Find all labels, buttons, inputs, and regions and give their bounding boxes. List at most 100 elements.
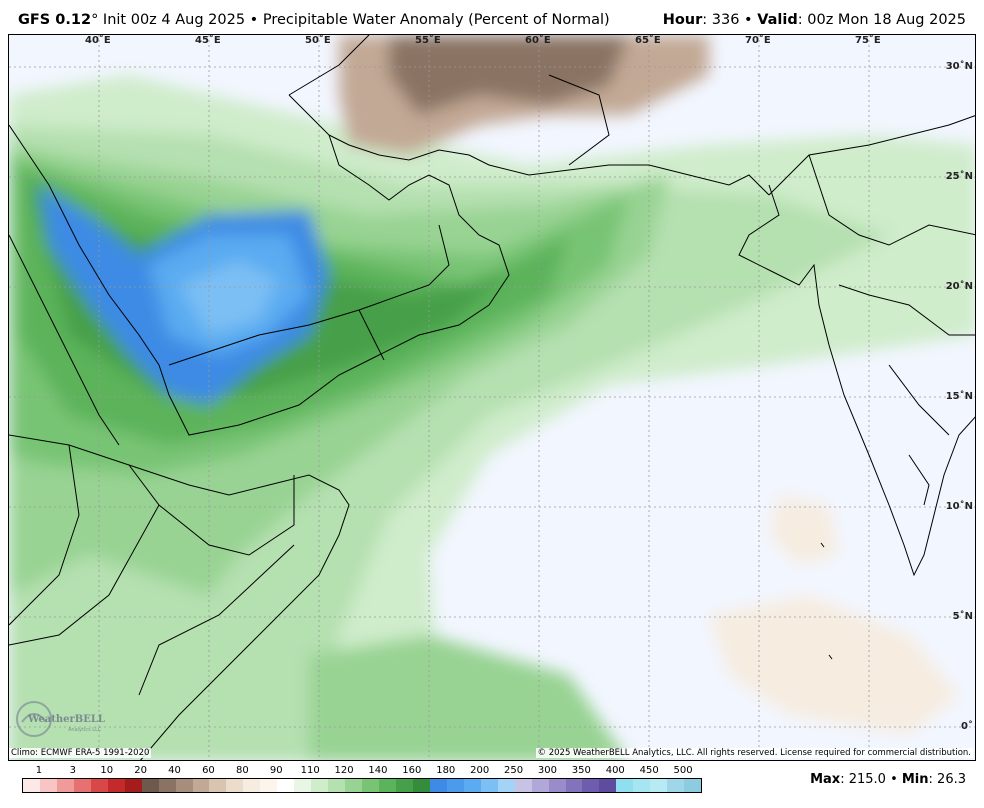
colorbar-swatch: [446, 779, 464, 792]
colorbar-label: 120: [334, 765, 354, 776]
colorbar-label: 10: [100, 765, 114, 776]
colorbar-swatch: [514, 779, 532, 792]
colorbar-swatch: [684, 779, 702, 792]
colorbar-swatch: [226, 779, 244, 792]
colorbar-swatch: [463, 779, 481, 792]
colorbar-swatch: [531, 779, 549, 792]
colorbar-swatch: [107, 779, 125, 792]
colorbar-label: 200: [470, 765, 490, 776]
colorbar-label: 140: [368, 765, 388, 776]
colorbar-label: 180: [436, 765, 456, 776]
colorbar-swatch: [158, 779, 176, 792]
hour-label: Hour: [662, 12, 703, 28]
lon-label-50e: 50˚E: [305, 35, 331, 46]
lon-label-40e: 40˚E: [85, 35, 111, 46]
colorbar-swatch: [480, 779, 498, 792]
colorbar-label: 90: [269, 765, 283, 776]
colorbar-swatch: [90, 779, 108, 792]
colorbar-swatch: [362, 779, 380, 792]
colorbar-label: 1: [35, 765, 43, 776]
map-panel[interactable]: 40˚E 45˚E 50˚E 55˚E 60˚E 65˚E 70˚E 75˚E …: [8, 34, 976, 761]
colorbar-swatch: [633, 779, 651, 792]
lon-label-75e: 75˚E: [855, 35, 881, 46]
climo-note: Climo: ECMWF ERA-5 1991-2020: [9, 748, 152, 758]
colorbar-swatches: [22, 778, 702, 793]
min-label: Min: [901, 772, 929, 787]
min-value: : 26.3: [928, 772, 966, 787]
colorbar-label: 160: [402, 765, 422, 776]
logo-subtext: Analytics LLC: [68, 727, 102, 733]
colorbar-swatch: [124, 779, 142, 792]
max-value: : 215.0 •: [840, 772, 902, 787]
logo-text: WeatherBELL: [27, 714, 105, 725]
colorbar-swatch: [175, 779, 193, 792]
lon-label-70e: 70˚E: [745, 35, 771, 46]
colorbar-swatch: [429, 779, 447, 792]
colorbar-label: 300: [537, 765, 557, 776]
colorbar-swatch: [379, 779, 396, 792]
hour-value: : 336 •: [702, 12, 758, 28]
valid-label: Valid: [757, 12, 798, 28]
colorbar-swatch: [260, 779, 278, 792]
colorbar-swatch: [616, 779, 634, 792]
coastlines: [9, 35, 975, 760]
colorbar-label: 80: [235, 765, 249, 776]
colorbar-swatch: [141, 779, 159, 792]
colorbar-swatch: [582, 779, 600, 792]
colorbar-swatch: [667, 779, 685, 792]
colorbar-label: 400: [605, 765, 625, 776]
graticule: [9, 35, 975, 760]
colorbar-swatch: [23, 779, 40, 792]
lon-label-60e: 60˚E: [525, 35, 551, 46]
colorbar-label: 350: [571, 765, 591, 776]
colorbar-swatch: [294, 779, 312, 792]
colorbar-legend: 1 3 10 20 40 60 80 90 110 120 140 160 180 200 250 300 35…: [22, 763, 702, 801]
copyright-note: © 2025 WeatherBELL Analytics, LLC. All r…: [535, 748, 973, 758]
colorbar-label: 250: [504, 765, 524, 776]
colorbar-swatch: [56, 779, 74, 792]
colorbar-swatch: [209, 779, 227, 792]
lat-label-20n: 20˚N: [945, 281, 973, 292]
colorbar-swatch: [565, 779, 583, 792]
colorbar-label: 450: [639, 765, 659, 776]
colorbar-label: 500: [673, 765, 693, 776]
lat-label-30n: 30˚N: [945, 61, 973, 72]
colorbar-label: 60: [202, 765, 215, 776]
lat-label-10n: 10˚N: [945, 501, 973, 512]
lat-label-0: 0˚: [961, 721, 973, 732]
colorbar-swatch: [73, 779, 91, 792]
header: GFS 0.12° Init 00z 4 Aug 2025 • Precipit…: [0, 0, 984, 34]
colorbar-swatch: [395, 779, 413, 792]
lat-label-15n: 15˚N: [945, 391, 973, 402]
colorbar-swatch: [277, 779, 295, 792]
colorbar-swatch: [39, 779, 57, 792]
colorbar-swatch: [412, 779, 430, 792]
lat-label-25n: 25˚N: [945, 171, 973, 182]
lat-label-5n: 5˚N: [952, 611, 973, 622]
colorbar-swatch: [243, 779, 261, 792]
colorbar-swatch: [311, 779, 329, 792]
lon-label-55e: 55˚E: [415, 35, 441, 46]
colorbar-label: 3: [69, 765, 77, 776]
valid-time: Hour: 336 • Valid: 00z Mon 18 Aug 2025: [663, 12, 966, 28]
colorbar-swatch: [328, 779, 346, 792]
colorbar-labels: 1 3 10 20 40 60 80 90 110 120 140 160 180 200 250 300 35…: [22, 763, 702, 777]
lon-label-45e: 45˚E: [195, 35, 221, 46]
colorbar-swatch: [497, 779, 515, 792]
weatherbell-logo: WeatherBELL Analytics LLC: [14, 698, 124, 740]
map-canvas: [9, 35, 975, 760]
lon-label-65e: 65˚E: [635, 35, 661, 46]
max-label: Max: [810, 772, 841, 787]
init-description: Init 00z 4 Aug 2025 • Precipitable Water…: [98, 12, 610, 28]
colorbar-swatch: [548, 779, 566, 792]
model-name: GFS 0.12: [18, 12, 92, 28]
colorbar-swatch: [192, 779, 210, 792]
degree-symbol: °: [91, 12, 99, 28]
colorbar-label: 110: [300, 765, 320, 776]
colorbar-swatch: [650, 779, 668, 792]
colorbar-label: 20: [134, 765, 148, 776]
anomaly-field: [9, 35, 975, 760]
colorbar-swatch: [345, 779, 363, 792]
max-min-readout: Max: 215.0 • Min: 26.3: [810, 772, 966, 787]
colorbar-swatch: [599, 779, 617, 792]
